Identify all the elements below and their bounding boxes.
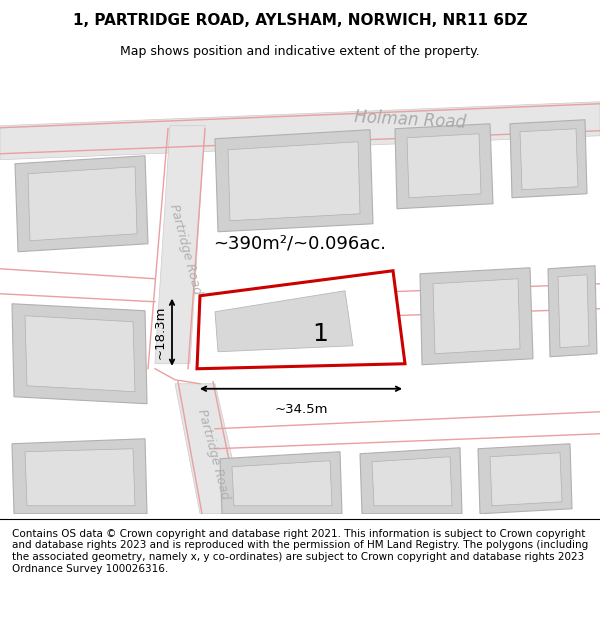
Polygon shape xyxy=(155,126,205,364)
Text: 1: 1 xyxy=(312,322,328,346)
Polygon shape xyxy=(558,275,589,348)
Text: Holman Road: Holman Road xyxy=(353,108,466,132)
Text: ~34.5m: ~34.5m xyxy=(274,402,328,416)
Polygon shape xyxy=(510,120,587,198)
Text: ~390m²/~0.096ac.: ~390m²/~0.096ac. xyxy=(214,235,386,252)
Polygon shape xyxy=(433,279,520,354)
Polygon shape xyxy=(395,124,493,209)
Polygon shape xyxy=(15,156,148,252)
Text: Contains OS data © Crown copyright and database right 2021. This information is : Contains OS data © Crown copyright and d… xyxy=(12,529,588,574)
Polygon shape xyxy=(175,384,245,514)
Polygon shape xyxy=(548,266,597,357)
Polygon shape xyxy=(520,129,578,190)
Text: Partridge Road: Partridge Road xyxy=(167,202,203,296)
Polygon shape xyxy=(407,134,481,198)
Polygon shape xyxy=(478,444,572,514)
Text: Map shows position and indicative extent of the property.: Map shows position and indicative extent… xyxy=(120,45,480,58)
Polygon shape xyxy=(490,452,562,506)
Polygon shape xyxy=(25,316,135,392)
Polygon shape xyxy=(0,102,600,160)
Polygon shape xyxy=(12,304,147,404)
Polygon shape xyxy=(372,457,452,506)
Polygon shape xyxy=(197,271,405,369)
Polygon shape xyxy=(25,449,135,506)
Polygon shape xyxy=(12,439,147,514)
Polygon shape xyxy=(215,130,373,232)
Polygon shape xyxy=(228,142,360,221)
Polygon shape xyxy=(232,461,332,506)
Polygon shape xyxy=(215,291,353,352)
Polygon shape xyxy=(420,268,533,365)
Text: 1, PARTRIDGE ROAD, AYLSHAM, NORWICH, NR11 6DZ: 1, PARTRIDGE ROAD, AYLSHAM, NORWICH, NR1… xyxy=(73,12,527,28)
Polygon shape xyxy=(220,452,342,514)
Text: Partridge Road: Partridge Road xyxy=(194,407,232,501)
Polygon shape xyxy=(360,448,462,514)
Text: ~18.3m: ~18.3m xyxy=(154,306,167,359)
Polygon shape xyxy=(28,167,137,241)
